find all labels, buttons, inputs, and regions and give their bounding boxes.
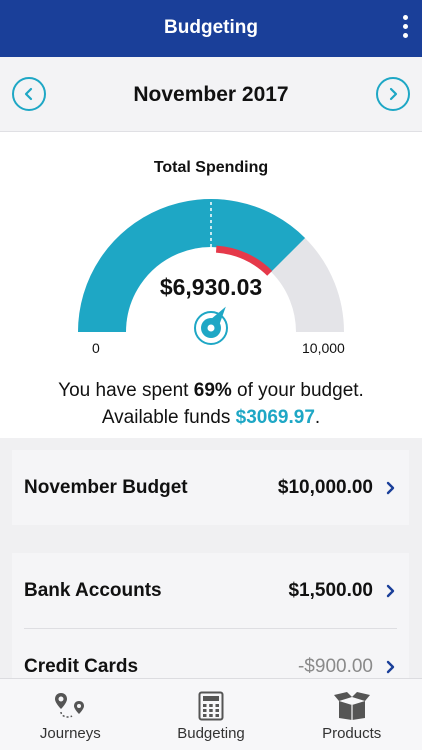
summary-line-funds: Available funds $3069.97.	[0, 404, 422, 431]
tab-label: Journeys	[39, 725, 101, 742]
gauge-title: Total Spending	[153, 159, 269, 176]
budget-summary: You have spent 69% of your budget. Avail…	[0, 377, 422, 431]
more-options-icon[interactable]	[400, 15, 410, 43]
spent-percent: 69%	[193, 380, 232, 401]
top-bar: Budgeting	[0, 0, 422, 57]
chevron-right-icon	[389, 87, 398, 101]
row-label: Bank Accounts	[24, 579, 162, 601]
summary-line-spent: You have spent 69% of your budget.	[0, 377, 422, 404]
month-label: November 2017	[133, 83, 289, 106]
accounts-card: Bank Accounts $1,500.00 Credit Cards -$9…	[12, 553, 409, 693]
divider	[24, 628, 397, 629]
row-value: -$900.00	[297, 655, 373, 677]
chevron-left-icon	[24, 87, 33, 101]
gauge-spent-arc	[78, 199, 306, 333]
tab-journeys[interactable]: Journeys	[0, 679, 141, 750]
gauge-needle-icon	[194, 306, 228, 345]
tab-budgeting[interactable]: Budgeting	[141, 679, 282, 750]
month-navigator: November 2017	[0, 57, 422, 132]
summary-text: .	[314, 407, 321, 428]
row-value: $1,500.00	[288, 579, 373, 601]
page-title: Budgeting	[164, 17, 258, 38]
available-funds: $3069.97	[235, 407, 315, 428]
spending-gauge	[78, 199, 344, 345]
tab-label: Products	[322, 725, 382, 742]
previous-month-button[interactable]	[12, 77, 46, 111]
november-budget-row[interactable]: November Budget $10,000.00	[12, 450, 409, 525]
tab-products[interactable]: Products	[281, 679, 422, 750]
tab-label: Budgeting	[177, 725, 245, 742]
credit-cards-row[interactable]: Credit Cards -$900.00	[12, 629, 409, 693]
chevron-right-icon	[386, 660, 395, 673]
gauge-budget-marker	[215, 245, 273, 276]
calculator-icon	[198, 691, 224, 721]
chevron-right-icon	[386, 481, 395, 494]
summary-text: Available funds	[101, 407, 236, 428]
next-month-button[interactable]	[376, 77, 410, 111]
gauge-max-label: 10,000	[302, 340, 345, 356]
bank-accounts-row[interactable]: Bank Accounts $1,500.00	[12, 553, 409, 628]
chevron-right-icon	[386, 584, 395, 597]
gauge-min-label: 0	[92, 340, 100, 356]
summary-text: of your budget.	[231, 380, 364, 401]
spending-gauge-panel: Total Spending $6,930.03 0 10,000 You ha…	[0, 132, 422, 438]
summary-text: You have spent	[58, 380, 194, 401]
budget-card: November Budget $10,000.00	[12, 450, 409, 525]
bottom-tab-bar: Journeys Budgeting Products	[0, 678, 422, 750]
gauge-amount: $6,930.03	[159, 274, 263, 300]
row-label: Credit Cards	[24, 655, 139, 677]
map-pins-icon	[55, 693, 85, 718]
box-icon	[333, 692, 370, 720]
row-value: $10,000.00	[277, 476, 373, 498]
row-label: November Budget	[24, 476, 188, 498]
